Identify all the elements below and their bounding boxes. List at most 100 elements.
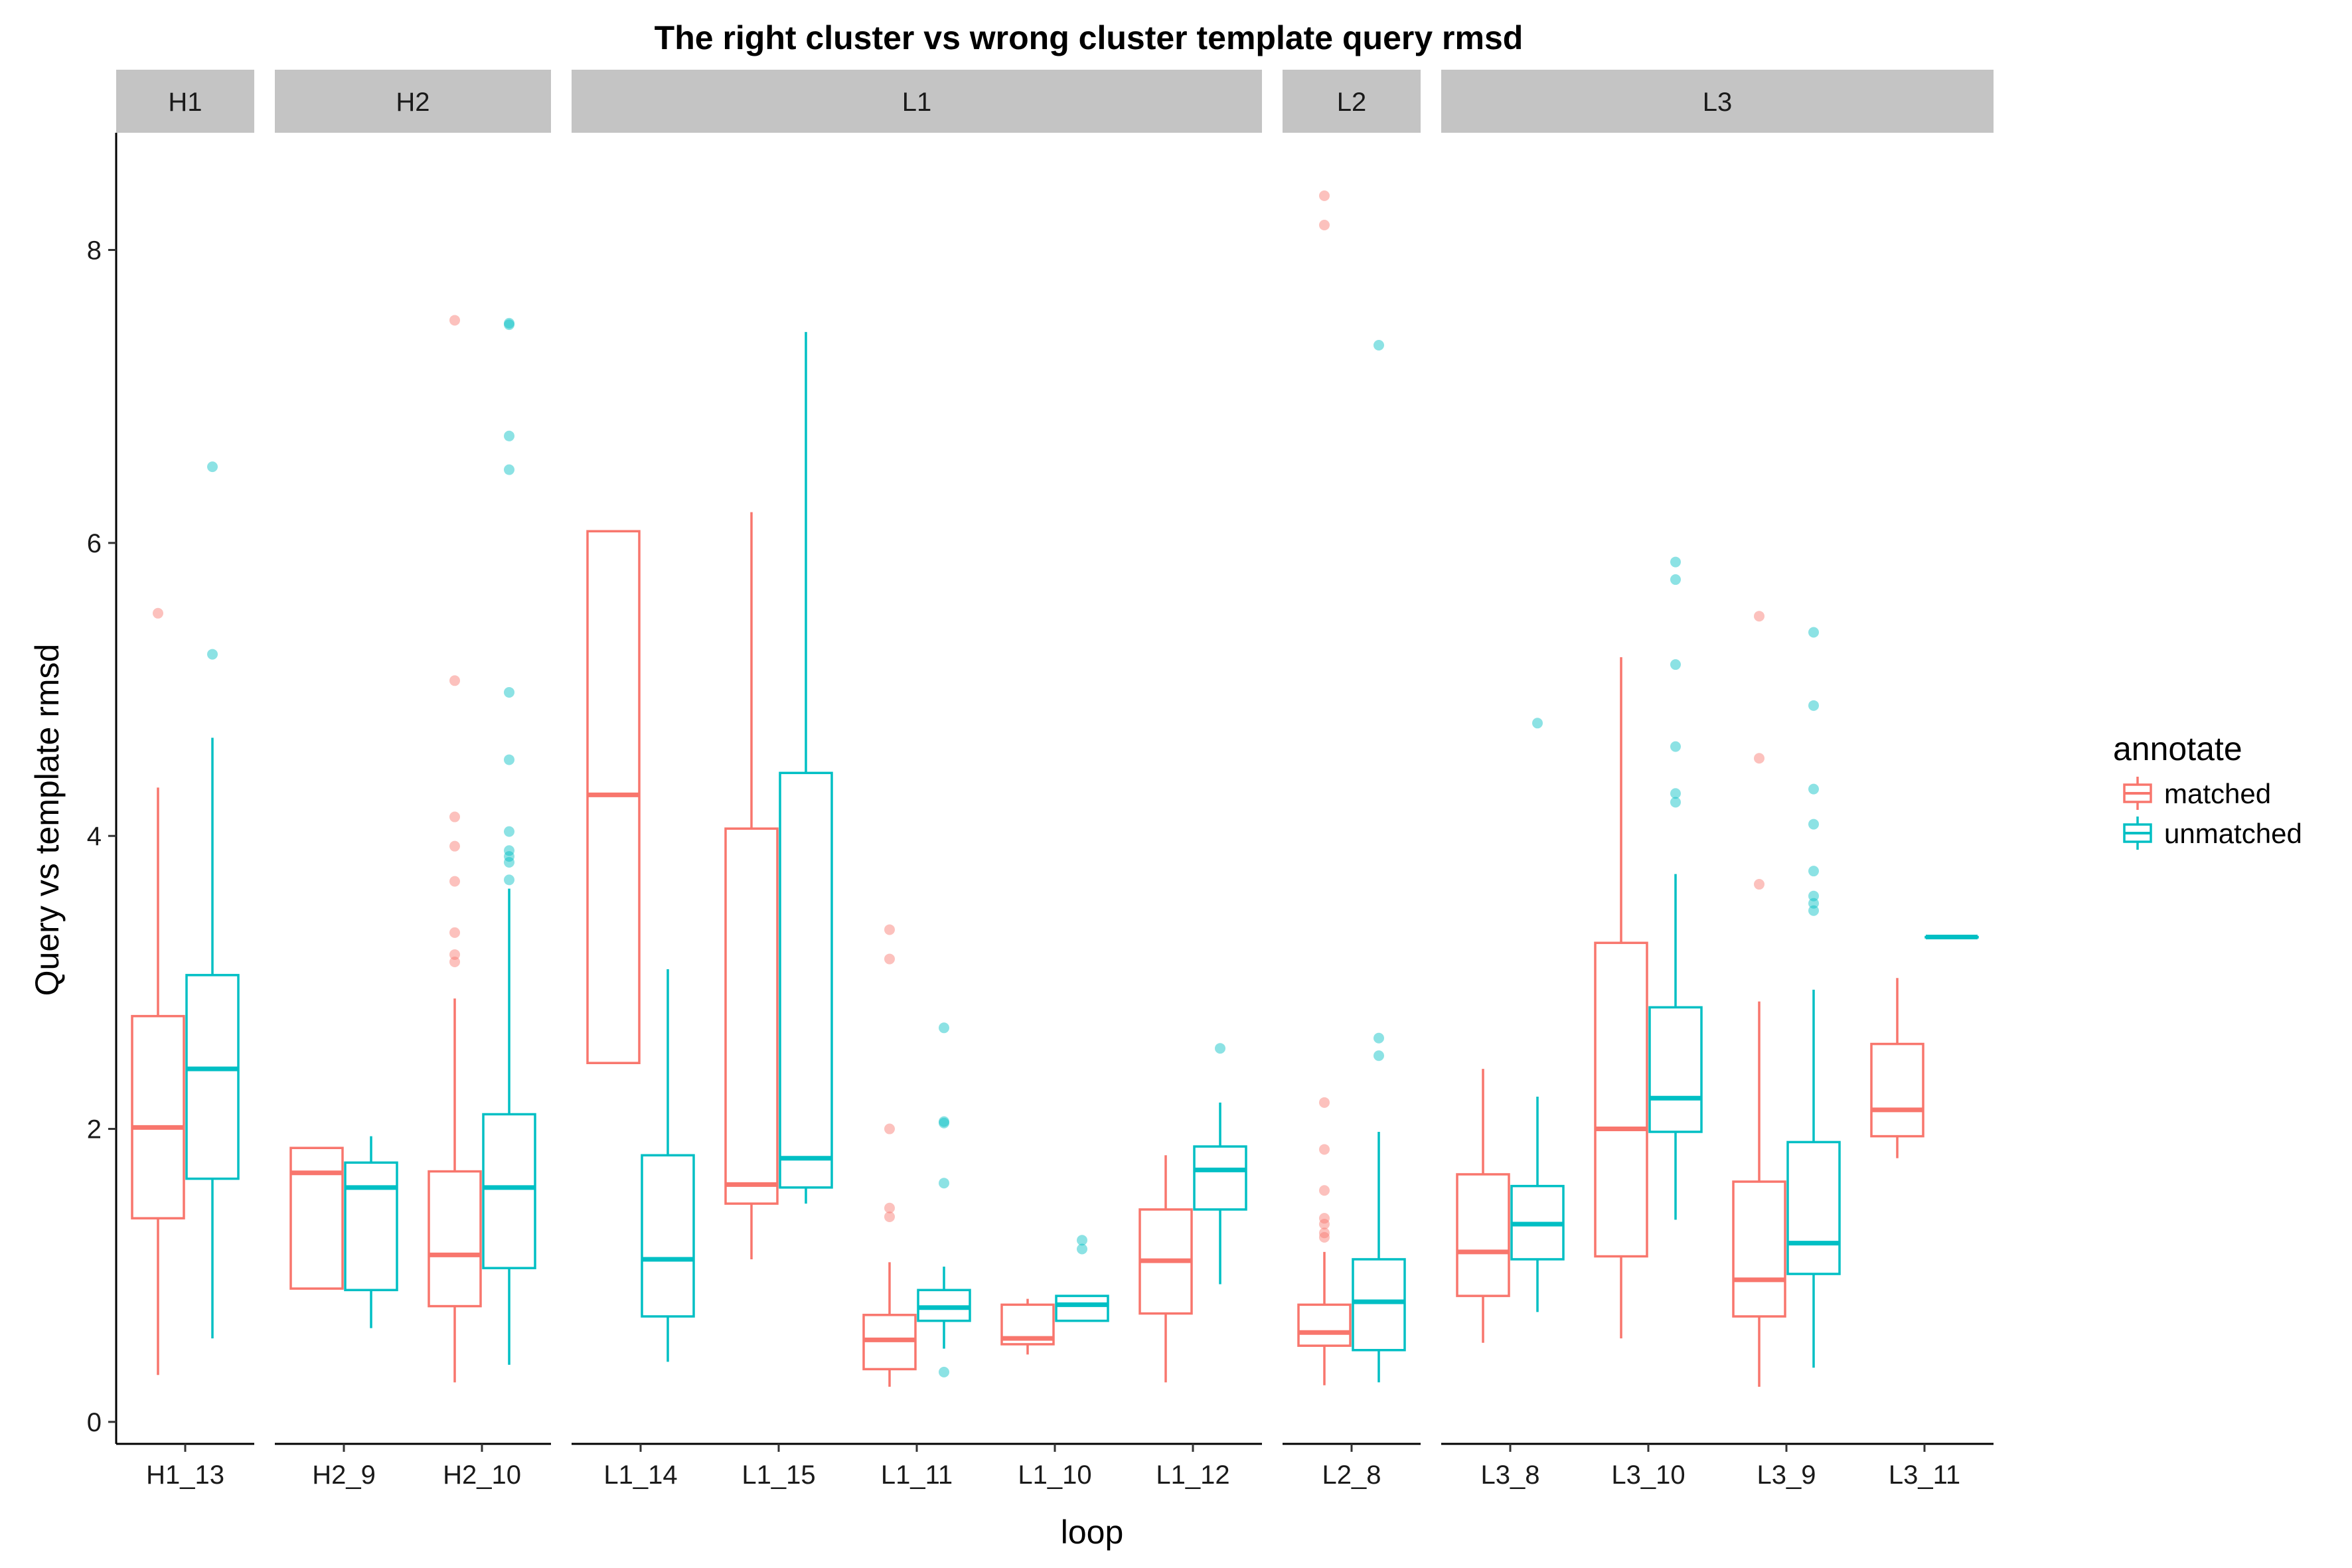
matched-outlier-point	[884, 1123, 895, 1135]
y-tick-label: 6	[87, 529, 102, 558]
matched-outlier-point	[1319, 1213, 1330, 1224]
matched-outlier-point	[1319, 220, 1330, 231]
unmatched-outlier-point	[1808, 866, 1819, 877]
unmatched-outlier-point	[1808, 819, 1819, 830]
facet-strip-label: L3	[1703, 88, 1733, 117]
matched-box	[1594, 941, 1648, 1258]
unmatched-box	[1193, 1145, 1247, 1211]
unmatched-outlier-point	[504, 874, 514, 886]
unmatched-outlier-point	[1373, 1032, 1384, 1044]
x-tick-label: H2_10	[443, 1460, 521, 1490]
unmatched-box	[185, 974, 240, 1180]
x-tick-label: L1_14	[603, 1460, 677, 1490]
facet-strip	[1441, 70, 1994, 133]
matched-outlier-point	[884, 1202, 895, 1214]
matched-outlier-point	[449, 675, 460, 686]
matched-outlier-point	[884, 953, 895, 965]
matched-outlier-point	[884, 924, 895, 935]
x-tick-label: L2_8	[1322, 1460, 1381, 1490]
matched-box	[724, 827, 779, 1205]
matched-outlier-point	[449, 840, 460, 852]
matched-outlier-point	[153, 607, 163, 619]
matched-box	[289, 1146, 344, 1290]
unmatched-outlier-point	[1373, 1050, 1384, 1061]
x-tick-label: L3_8	[1481, 1460, 1540, 1490]
unmatched-outlier-point	[504, 826, 514, 837]
matched-box	[1297, 1303, 1352, 1347]
unmatched-outlier-point	[939, 1116, 949, 1127]
unmatched-box	[641, 1154, 695, 1318]
x-tick-label: L3_11	[1889, 1460, 1960, 1490]
matched-outlier-point	[1319, 1231, 1330, 1243]
unmatched-outlier-point	[207, 649, 218, 660]
unmatched-outlier-point	[1215, 1043, 1225, 1054]
matched-outlier-point	[1754, 611, 1764, 622]
unmatched-outlier-point	[504, 845, 514, 856]
matched-outlier-point	[449, 927, 460, 938]
matched-box	[1456, 1173, 1510, 1297]
y-axis-title: Query vs template rmsd	[29, 644, 66, 996]
matched-box	[428, 1170, 482, 1308]
matched-outlier-point	[1319, 190, 1330, 201]
matched-outlier-point	[1319, 1185, 1330, 1196]
unmatched-outlier-point	[504, 319, 514, 331]
matched-outlier-point	[449, 315, 460, 326]
plot-area: 0 2 4 6 8 H1 H1_13 H2 H2_9 H2_10 L1 L1_14 L1_15 L1_11…	[87, 70, 1994, 1490]
unmatched-outlier-point	[504, 686, 514, 698]
matched-outlier-point	[1754, 753, 1764, 764]
x-tick-label: L1_12	[1156, 1460, 1229, 1490]
unmatched-outlier-point	[504, 754, 514, 765]
unmatched-outlier-point	[939, 1117, 949, 1129]
x-tick-label: H1_13	[146, 1460, 224, 1490]
x-tick-label: L1_15	[742, 1460, 815, 1490]
matched-box	[1870, 1042, 1924, 1138]
unmatched-box	[1055, 1294, 1109, 1322]
x-tick-label: L3_10	[1611, 1460, 1685, 1490]
unmatched-outlier-point	[939, 1178, 949, 1189]
unmatched-outlier-point	[1373, 339, 1384, 351]
legend: annotate matched unmatched	[2113, 730, 2302, 850]
unmatched-outlier-point	[1808, 905, 1819, 916]
unmatched-outlier-point	[1670, 556, 1681, 568]
facet-strip	[1283, 70, 1421, 133]
facet-strip	[116, 70, 254, 133]
unmatched-outlier-point	[1808, 627, 1819, 638]
unmatched-outlier-point	[1532, 718, 1543, 729]
unmatched-box	[1352, 1258, 1406, 1352]
unmatched-outlier-point	[504, 464, 514, 475]
chart-title: The right cluster vs wrong cluster templ…	[655, 19, 1524, 56]
unmatched-outlier-point	[207, 461, 218, 473]
matched-outlier-point	[449, 956, 460, 967]
unmatched-outlier-point	[1670, 574, 1681, 586]
unmatched-outlier-point	[1808, 898, 1819, 909]
legend-title: annotate	[2113, 730, 2242, 767]
matched-outlier-point	[1319, 1097, 1330, 1108]
unmatched-outlier-point	[1077, 1243, 1087, 1255]
facet-strip-label: H1	[168, 88, 202, 117]
x-tick-label: L3_9	[1757, 1460, 1816, 1490]
facet-strip-label: H2	[396, 88, 430, 117]
x-axis-title: loop	[1061, 1514, 1124, 1551]
matched-outlier-point	[449, 949, 460, 960]
matched-outlier-point	[1319, 1218, 1330, 1229]
facet-strip-label: L1	[902, 88, 932, 117]
matched-outlier-point	[1319, 1227, 1330, 1239]
facet-strip	[572, 70, 1262, 133]
unmatched-outlier-point	[1670, 741, 1681, 752]
unmatched-box	[1648, 1006, 1703, 1133]
y-tick-label: 8	[87, 236, 102, 266]
unmatched-outlier-point	[1670, 797, 1681, 808]
x-tick-label: L1_11	[881, 1460, 953, 1490]
unmatched-outlier-point	[1670, 659, 1681, 670]
y-tick-label: 4	[87, 822, 102, 851]
matched-outlier-point	[1754, 879, 1764, 890]
y-tick-label: 0	[87, 1408, 102, 1437]
unmatched-outlier-point	[1808, 700, 1819, 711]
matched-outlier-point	[884, 1211, 895, 1222]
unmatched-outlier-point	[1808, 783, 1819, 795]
y-tick-label: 2	[87, 1115, 102, 1144]
unmatched-outlier-point	[939, 1366, 949, 1377]
unmatched-box	[779, 771, 833, 1189]
